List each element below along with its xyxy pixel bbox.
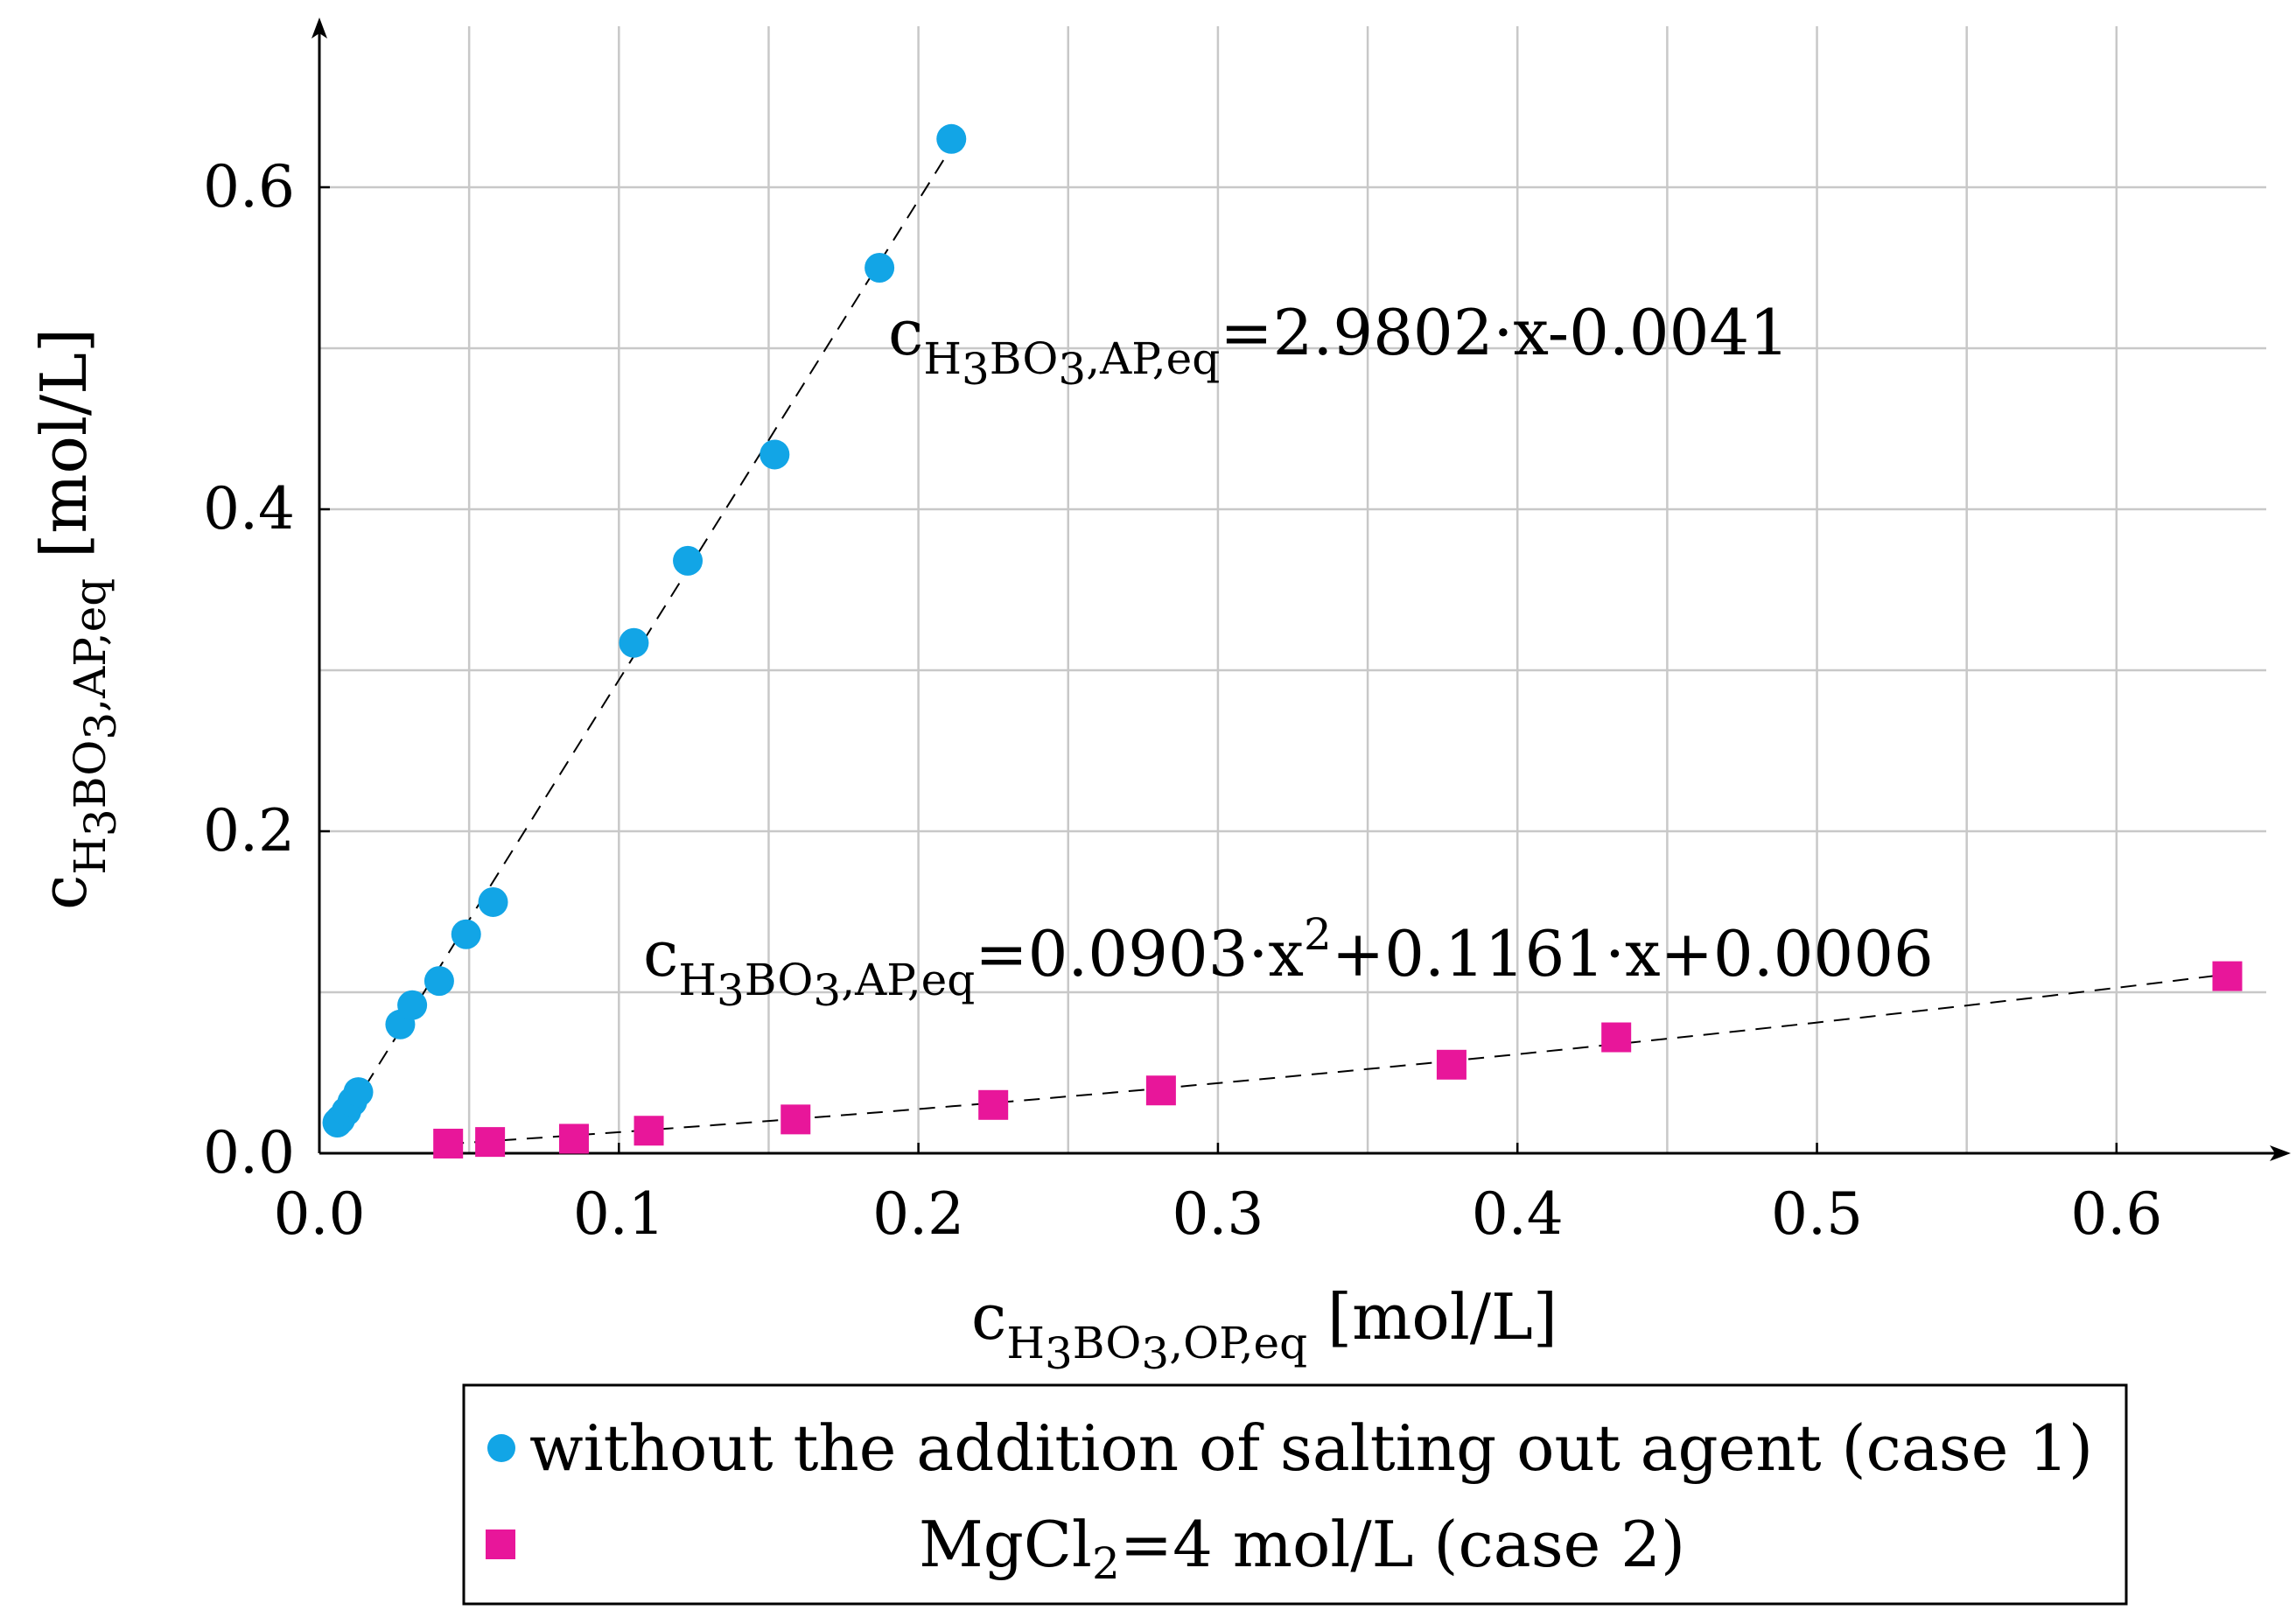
data-points <box>322 123 2243 1158</box>
data-point-case-1 <box>451 919 481 949</box>
data-point-case-1 <box>478 886 508 917</box>
y-tick-label: 0.0 <box>203 1119 295 1186</box>
data-point-case-2 <box>780 1104 811 1135</box>
fit-equation-case-1: cH3BO3,AP,eq=2.9802·x-0.0041 <box>888 296 1789 395</box>
data-point-case-1 <box>424 966 454 997</box>
data-point-case-2 <box>1601 1022 1632 1053</box>
x-tick-label: 0.3 <box>1172 1180 1264 1248</box>
data-point-case-1 <box>936 123 967 154</box>
fit-equation-case-2: cH3BO3,AP,eq=0.0903·x2+0.1161·x+0.0006 <box>643 909 1934 1016</box>
data-point-case-2 <box>433 1128 464 1158</box>
y-axis-title: cH3BO3,AP,eq [mol/L] <box>27 328 126 910</box>
grid <box>319 26 2266 1153</box>
x-tick-label: 0.5 <box>1771 1180 1863 1248</box>
legend-frame <box>462 1383 2128 1606</box>
legend-label-case-2: MgCl2=4 mol/L (case 2) <box>919 1508 1685 1589</box>
data-point-case-1 <box>343 1077 374 1108</box>
x-axis-arrow <box>2270 1145 2291 1161</box>
y-tick-label: 0.6 <box>203 153 295 220</box>
x-axis-title: cH3BO3,OP,eq [mol/L] <box>971 1280 1558 1379</box>
legend-label-case-1: without the addition of salting out agen… <box>529 1411 2093 1485</box>
data-point-case-2 <box>475 1127 506 1158</box>
data-point-case-2 <box>2212 961 2243 991</box>
x-tick-label: 0.4 <box>1472 1180 1564 1248</box>
y-axis-arrow <box>312 18 327 38</box>
y-tick-label: 0.4 <box>203 475 295 542</box>
data-point-case-2 <box>978 1089 1009 1120</box>
data-point-case-2 <box>558 1124 589 1154</box>
x-tick-label: 0.0 <box>274 1180 366 1248</box>
data-point-case-2 <box>1145 1075 1176 1106</box>
fit-line-case-2 <box>448 973 2228 1145</box>
y-tick-label: 0.2 <box>203 797 295 864</box>
x-tick-label: 0.2 <box>872 1180 964 1248</box>
tick-labels: 0.0 0.1 0.2 0.3 0.4 0.5 0.6 0.0 0.2 0.4 0.6 <box>203 153 2162 1248</box>
data-point-case-2 <box>1436 1049 1466 1080</box>
legend-marker-case-1 <box>487 1434 515 1462</box>
x-tick-label: 0.1 <box>573 1180 665 1248</box>
legend: without the addition of salting out agen… <box>462 1383 2128 1606</box>
data-point-case-1 <box>673 545 704 576</box>
data-point-case-2 <box>634 1116 664 1146</box>
data-point-case-1 <box>397 990 428 1020</box>
data-point-case-1 <box>619 627 649 658</box>
axes <box>312 18 2291 1161</box>
legend-marker-case-2 <box>486 1530 515 1559</box>
data-point-case-1 <box>864 253 895 283</box>
data-point-case-1 <box>760 439 790 470</box>
x-tick-label: 0.6 <box>2070 1180 2162 1248</box>
